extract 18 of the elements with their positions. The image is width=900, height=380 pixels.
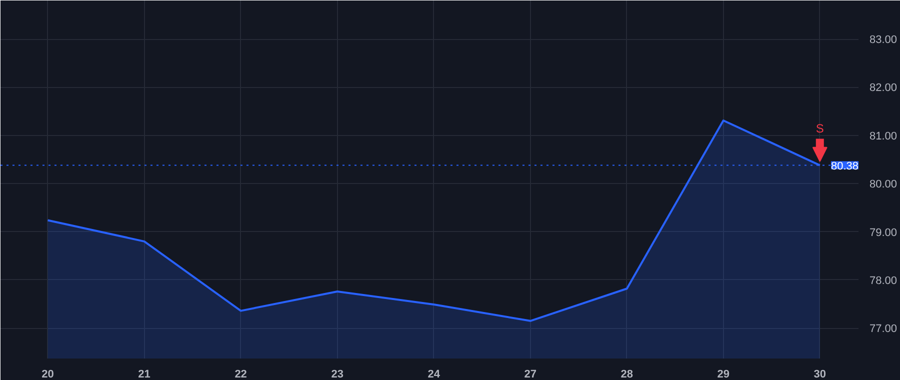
y-tick-label: 82.00 (870, 82, 898, 94)
annotation: S (816, 121, 824, 136)
x-tick-label: 29 (717, 368, 730, 380)
ref-line-label: 80.38 (830, 160, 859, 172)
y-tick-label: 81.00 (870, 130, 898, 142)
x-tick-label: 24 (428, 368, 441, 380)
y-tick-label: 80.00 (870, 178, 898, 191)
x-tick-label: 23 (331, 368, 344, 380)
y-tick-label: 78.00 (870, 274, 898, 287)
x-tick-label: 20 (42, 368, 54, 380)
y-tick-label: 83.00 (870, 34, 898, 46)
y-tick-label: 79.00 (870, 226, 898, 239)
y-tick-label: 77.00 (870, 323, 898, 336)
x-tick-label: 22 (234, 368, 247, 380)
x-tick-label: 28 (620, 368, 633, 380)
x-tick-label: 21 (138, 368, 150, 380)
x-tick-label: 30 (814, 368, 826, 380)
x-tick-label: 27 (524, 368, 536, 380)
